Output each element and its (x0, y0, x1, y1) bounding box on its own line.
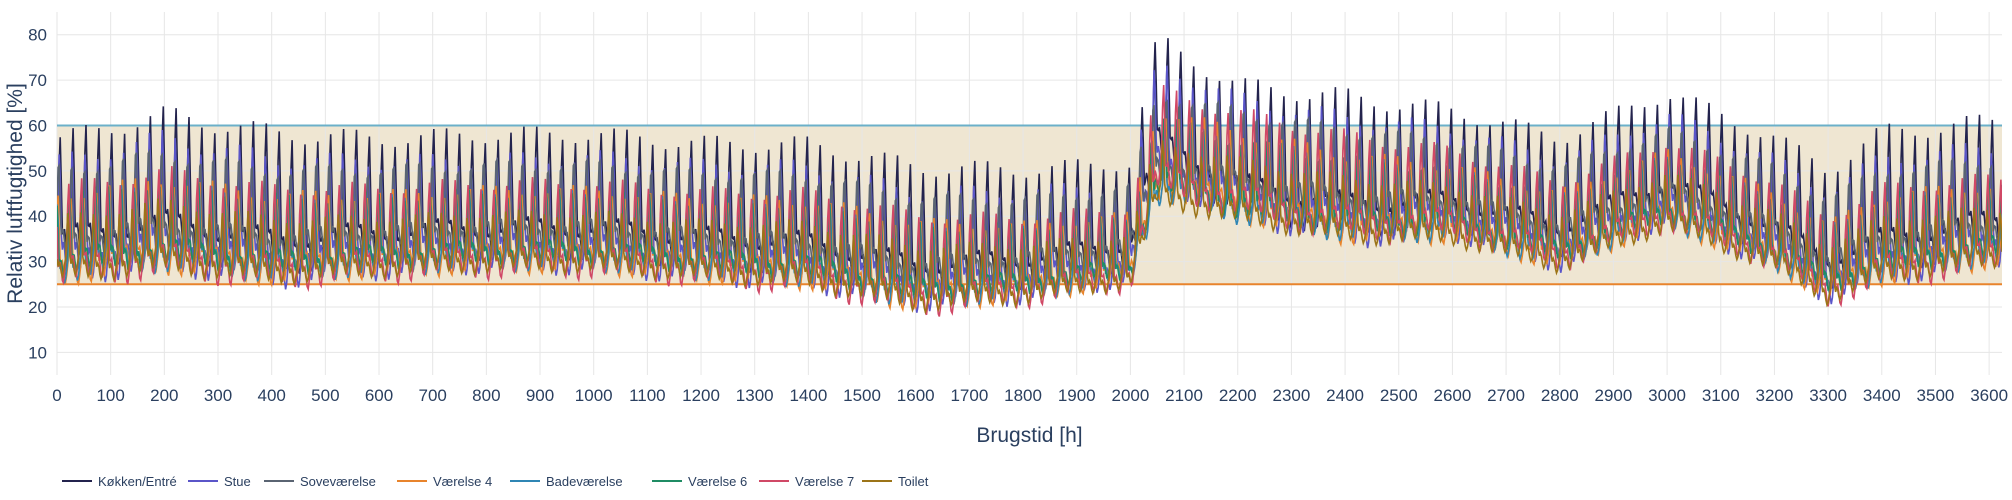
legend-item[interactable]: Værelse 6 (652, 474, 747, 489)
x-tick-label: 2100 (1165, 386, 1203, 405)
legend-item[interactable]: Badeværelse (510, 474, 623, 489)
y-tick-label: 70 (28, 71, 47, 90)
x-tick-label: 0 (52, 386, 61, 405)
x-tick-label: 2200 (1219, 386, 1257, 405)
x-tick-label: 1700 (950, 386, 988, 405)
legend-label: Soveværelse (300, 474, 376, 489)
legend-label: Stue (224, 474, 251, 489)
x-tick-label: 2300 (1272, 386, 1310, 405)
legend-item[interactable]: Stue (188, 474, 251, 489)
y-tick-label: 10 (28, 343, 47, 362)
series-line-7 (57, 84, 2002, 317)
legend-label: Køkken/Entré (98, 474, 177, 489)
x-tick-label: 2600 (1434, 386, 1472, 405)
y-tick-label: 30 (28, 253, 47, 272)
legend-item[interactable]: Værelse 4 (397, 474, 492, 489)
legend-label: Værelse 4 (433, 474, 492, 489)
x-tick-label: 1100 (629, 386, 666, 405)
legend-label: Værelse 6 (688, 474, 747, 489)
legend-item[interactable]: Køkken/Entré (62, 474, 177, 489)
legend-item[interactable]: Værelse 7 (759, 474, 854, 489)
x-tick-label: 3500 (1917, 386, 1955, 405)
x-tick-label: 1500 (843, 386, 881, 405)
x-tick-label: 3000 (1648, 386, 1686, 405)
x-tick-label: 200 (150, 386, 178, 405)
x-tick-label: 300 (204, 386, 232, 405)
x-tick-label: 100 (96, 386, 124, 405)
x-tick-label: 600 (365, 386, 393, 405)
y-tick-label: 50 (28, 162, 47, 181)
legend-label: Værelse 7 (795, 474, 854, 489)
y-tick-label: 60 (28, 116, 47, 135)
x-tick-label: 3300 (1809, 386, 1847, 405)
x-tick-label: 3600 (1970, 386, 2008, 405)
x-tick-label: 2700 (1487, 386, 1525, 405)
series-lines (57, 38, 2002, 317)
x-tick-label: 700 (419, 386, 447, 405)
y-tick-label: 80 (28, 26, 47, 45)
legend-label: Toilet (898, 474, 929, 489)
y-tick-label: 40 (28, 207, 47, 226)
y-axis-title: Relativ luftfugtighed [%] (4, 83, 27, 304)
x-tick-label: 500 (311, 386, 339, 405)
x-tick-label: 2800 (1541, 386, 1579, 405)
series-line-8 (57, 140, 2002, 315)
x-tick-label: 3200 (1756, 386, 1794, 405)
y-tick-label: 20 (28, 298, 47, 317)
x-tick-label: 400 (257, 386, 285, 405)
legend-label: Badeværelse (546, 474, 623, 489)
x-tick-label: 900 (526, 386, 554, 405)
legend-item[interactable]: Soveværelse (264, 474, 376, 489)
x-tick-label: 2400 (1326, 386, 1364, 405)
x-axis-ticks: 0 100 200 300 400 500 600 700 800 900 1000 1100 1200… (52, 386, 2008, 405)
x-tick-label: 1200 (682, 386, 720, 405)
legend-item[interactable]: Toilet (862, 474, 929, 489)
x-tick-label: 1600 (897, 386, 935, 405)
y-axis-ticks: 10 20 30 40 50 60 70 80 (28, 26, 47, 363)
x-tick-label: 1900 (1058, 386, 1096, 405)
x-tick-label: 2000 (1111, 386, 1149, 405)
x-tick-label: 1000 (575, 386, 613, 405)
x-tick-label: 2900 (1595, 386, 1633, 405)
x-tick-label: 1400 (789, 386, 827, 405)
legend[interactable]: Køkken/Entré Stue Soveværelse Værelse 4 Bade… (62, 474, 929, 489)
x-axis-title: Brugstid [h] (976, 424, 1082, 447)
x-tick-label: 800 (472, 386, 500, 405)
x-tick-label: 1800 (1004, 386, 1042, 405)
x-tick-label: 2500 (1380, 386, 1418, 405)
series-line-6 (57, 115, 2002, 305)
x-tick-label: 3400 (1863, 386, 1901, 405)
x-tick-label: 1300 (736, 386, 774, 405)
x-tick-label: 3100 (1702, 386, 1740, 405)
